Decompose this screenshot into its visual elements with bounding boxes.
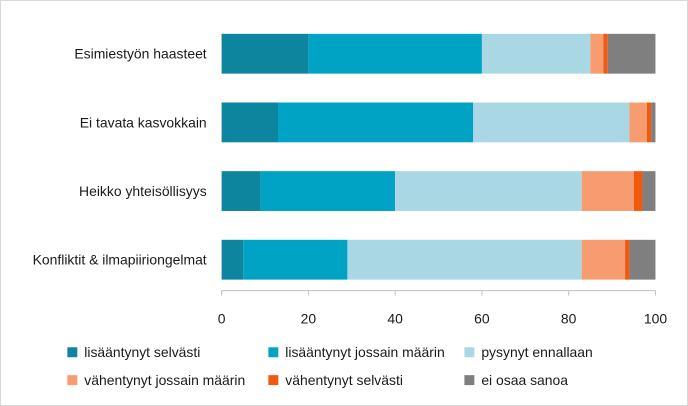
legend-label: vähentynyt jossain määrin <box>84 372 245 388</box>
bar-segment <box>642 171 656 211</box>
x-axis-ticks: 0 20 40 60 80 100 <box>218 290 667 326</box>
bar-segment <box>481 33 591 74</box>
bar-segment <box>633 171 643 211</box>
bar-segment <box>243 239 348 280</box>
x-tick-label: 40 <box>387 310 403 326</box>
bar-segment <box>395 171 582 211</box>
bar-segment <box>629 102 647 143</box>
legend-label: ei osaa sanoa <box>481 372 568 388</box>
bar-segment <box>308 33 482 74</box>
bar-segment <box>221 239 244 280</box>
x-tick-label: 100 <box>644 310 667 326</box>
category-label: Ei tavata kasvokkain <box>80 114 207 130</box>
legend-label: lisääntynyt selvästi <box>84 344 200 360</box>
x-tick-label: 0 <box>218 310 226 326</box>
category-label: Konfliktit & ilmapiiriongelmat <box>33 252 207 268</box>
category-label: Heikko yhteisöllisyys <box>79 183 207 199</box>
legend-label: vähentynyt selvästi <box>285 372 403 388</box>
bar-segment <box>590 33 604 74</box>
bar-segment <box>347 239 582 280</box>
bar-segment <box>473 102 630 143</box>
bar-segment <box>651 102 656 143</box>
x-tick-label: 80 <box>561 310 577 326</box>
bar-segment <box>581 239 626 280</box>
bar-segment <box>607 33 656 74</box>
category-labels: Esimiestyön haasteet Ei tavata kasvokkain… <box>33 46 207 268</box>
bar-segment <box>278 102 474 143</box>
legend-swatch <box>268 375 279 386</box>
bar-segment <box>260 171 396 211</box>
bar-segment <box>629 239 656 280</box>
bar-segment <box>603 33 608 74</box>
bar-segments <box>221 33 656 280</box>
legend-swatch <box>464 347 475 358</box>
bar-segment <box>646 102 652 143</box>
x-tick-label: 60 <box>474 310 490 326</box>
bar-segment <box>221 171 261 211</box>
bar-segment <box>581 171 634 211</box>
bar-segment <box>625 239 630 280</box>
x-tick-label: 20 <box>301 310 317 326</box>
category-label: Esimiestyön haasteet <box>74 46 206 62</box>
legend-swatch <box>67 347 78 358</box>
legend-label: lisääntynyt jossain määrin <box>285 344 444 360</box>
bar-segment <box>221 33 309 74</box>
legend-swatch <box>67 375 78 386</box>
legend-swatch <box>464 375 475 386</box>
legend: lisääntynyt selvästi lisääntynyt jossain … <box>67 344 593 388</box>
legend-label: pysynyt ennallaan <box>481 344 592 360</box>
legend-swatch <box>268 347 279 358</box>
bar-segment <box>221 102 279 143</box>
